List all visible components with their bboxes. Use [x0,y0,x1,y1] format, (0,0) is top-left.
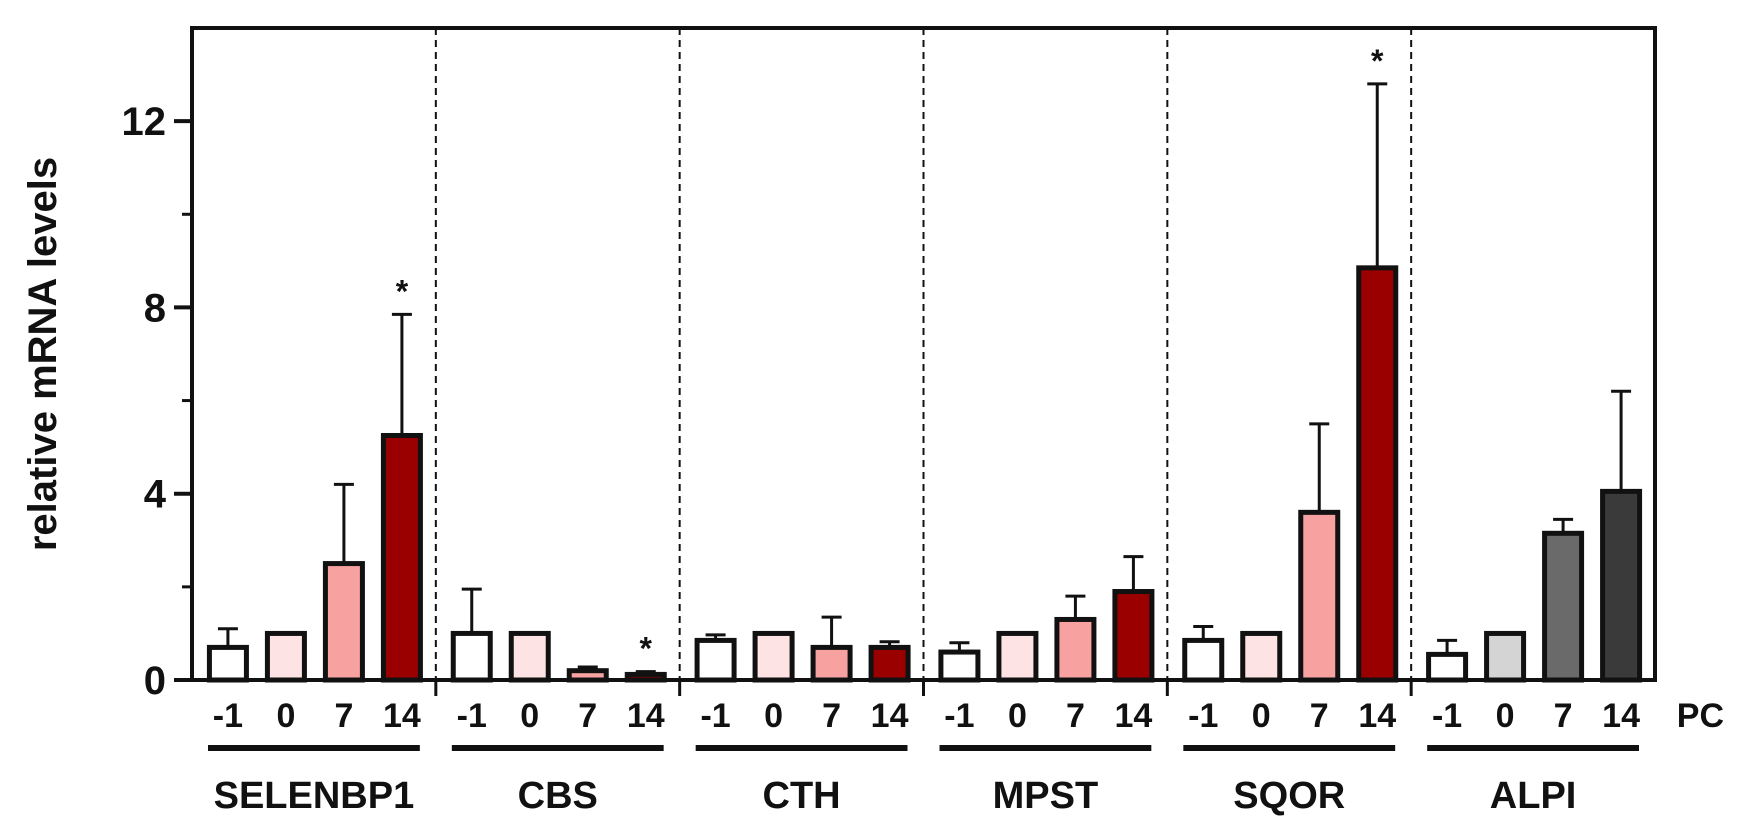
x-tick-label: -1 [457,697,487,735]
bar-cth-14 [868,644,911,683]
x-tick-label: 0 [520,697,539,735]
bar-sqor-0 [1240,630,1283,683]
bar-selenbp1-14 [380,433,423,683]
x-tick-label: 0 [764,697,783,735]
x-tick-label: 14 [1358,697,1396,735]
group-label-sqor: SQOR [1233,775,1345,817]
bar-sqor--1 [1182,637,1225,683]
bar-cth-7 [810,644,853,683]
x-tick-label: 7 [1554,697,1573,735]
bar-mpst--1 [938,649,981,683]
bar-alpi--1 [1426,651,1469,683]
y-tick-label-8: 8 [144,286,166,330]
x-tick-label: 0 [276,697,295,735]
group-label-cth: CTH [763,775,841,817]
x-tick-label: -1 [944,697,974,735]
significance-star: * [640,631,653,667]
x-tick-label: 14 [871,697,909,735]
significance-star: * [1371,43,1384,79]
bar-cth--1 [694,637,737,683]
bar-mpst-7 [1054,616,1097,683]
x-tick-label: 0 [1008,697,1027,735]
plot-frame [190,26,1657,682]
x-tick-label: 7 [334,697,353,735]
x-tick-label: 7 [1310,697,1329,735]
x-axis-label-pc: PC [1677,697,1724,735]
group-label-cbs: CBS [518,775,598,817]
bar-selenbp1-0 [264,630,307,683]
x-tick-label: -1 [1188,697,1218,735]
x-tick-label: 7 [578,697,597,735]
x-tick-label: 0 [1252,697,1271,735]
bar-alpi-0 [1484,630,1527,683]
bar-selenbp1-7 [322,561,365,683]
group-label-alpi: ALPI [1490,775,1577,817]
bar-cth-0 [752,630,795,683]
bar-cbs-0 [508,630,551,683]
x-tick-label: 14 [383,697,421,735]
bar-cbs--1 [450,630,493,683]
x-tick-label: -1 [213,697,243,735]
y-tick-label-4: 4 [144,473,167,517]
x-tick-label: -1 [1432,697,1462,735]
x-tick-label: 0 [1496,697,1515,735]
group-label-selenbp1: SELENBP1 [214,775,415,817]
bar-selenbp1--1 [206,644,249,683]
x-tick-label: 14 [627,697,665,735]
plot-area: 0 4 8 12 -1 0 7 * 14 SELENBP1 -1 0 7 * 14 CBS -1 0 7 14 CTH -… [122,26,1657,817]
bar-alpi-7 [1542,530,1585,683]
group-label-mpst: MPST [993,775,1099,817]
bar-mpst-14 [1112,589,1155,683]
x-tick-label: 14 [1115,697,1153,735]
x-tick-label: 14 [1602,697,1640,735]
y-tick-label-0: 0 [144,659,166,703]
x-tick-label: 7 [822,697,841,735]
y-tick-label-12: 12 [122,100,167,144]
x-tick-label: -1 [700,697,730,735]
bar-alpi-14 [1600,488,1643,683]
bar-mpst-0 [996,630,1039,683]
bar-sqor-14 [1356,265,1399,683]
x-tick-label: 7 [1066,697,1085,735]
significance-star: * [396,273,409,309]
bar-sqor-7 [1298,509,1341,683]
y-axis-label: relative mRNA levels [21,157,65,551]
